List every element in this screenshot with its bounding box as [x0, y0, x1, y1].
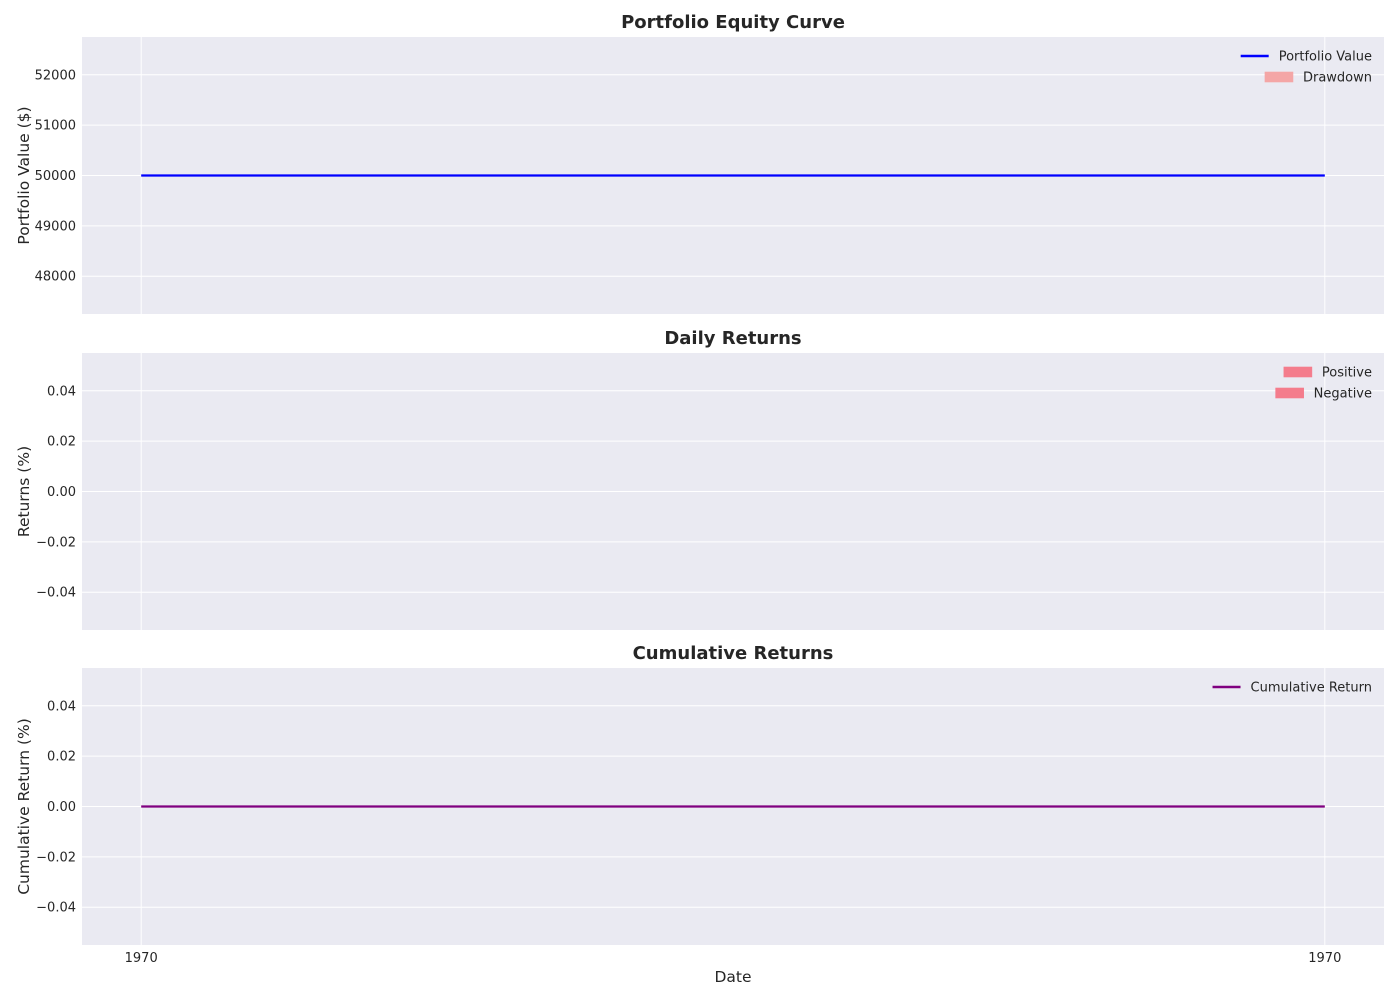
daily-returns-title: Daily Returns: [664, 328, 801, 349]
daily-returns-y-tick-label: −0.04: [36, 586, 76, 601]
daily-returns-y-tick-label: 0.04: [47, 384, 76, 399]
daily-returns-legend-swatch: [1283, 366, 1313, 378]
equity-legend-label: Portfolio Value: [1279, 50, 1372, 65]
daily-returns-legend-label: Negative: [1314, 387, 1372, 402]
daily-returns-legend-swatch: [1275, 387, 1304, 399]
cumulative-returns-y-tick-label: 0.02: [47, 750, 76, 765]
cumulative-returns-y-axis-label: Cumulative Return (%): [15, 718, 33, 895]
cumulative-returns-y-tick-label: 0.04: [47, 699, 76, 714]
daily-returns-y-tick-label: 0.00: [47, 485, 76, 500]
daily-returns-y-tick-label: −0.02: [36, 535, 76, 550]
cumulative-returns-y-tick-label: −0.02: [36, 850, 76, 865]
x-tick-label: 1970: [125, 951, 158, 966]
equity-y-axis-label: Portfolio Value ($): [15, 106, 33, 244]
equity-legend-swatch: [1264, 71, 1294, 83]
cumulative-returns-y-tick-label: 0.00: [47, 800, 76, 815]
equity-title: Portfolio Equity Curve: [621, 12, 845, 33]
cumulative-returns-chart: −0.04 −0.02 0.00 0.02 0.04 Cumulative Returns…: [15, 643, 1384, 986]
cumulative-returns-y-tick-label: −0.04: [36, 901, 76, 916]
equity-chart: 48000 49000 50000 51000 52000 Portfolio Equit…: [15, 12, 1384, 314]
cumulative-returns-title: Cumulative Returns: [633, 643, 834, 664]
daily-returns-chart: −0.04 −0.02 0.00 0.02 0.04 Daily Returns Retur…: [15, 328, 1384, 630]
x-axis-label: Date: [714, 968, 751, 986]
equity-y-tick-label: 50000: [35, 169, 76, 184]
equity-y-tick-label: 49000: [35, 219, 76, 234]
daily-returns-legend-label: Positive: [1322, 366, 1372, 381]
equity-y-tick-label: 51000: [35, 119, 76, 134]
equity-legend-label: Drawdown: [1303, 71, 1372, 86]
daily-returns-y-axis-label: Returns (%): [15, 446, 33, 537]
x-tick-label: 1970: [1308, 951, 1341, 966]
daily-returns-y-tick-label: 0.02: [47, 435, 76, 450]
cumulative-returns-legend-label: Cumulative Return: [1251, 681, 1372, 696]
equity-y-tick-label: 48000: [35, 270, 76, 285]
equity-y-tick-label: 52000: [35, 68, 76, 83]
